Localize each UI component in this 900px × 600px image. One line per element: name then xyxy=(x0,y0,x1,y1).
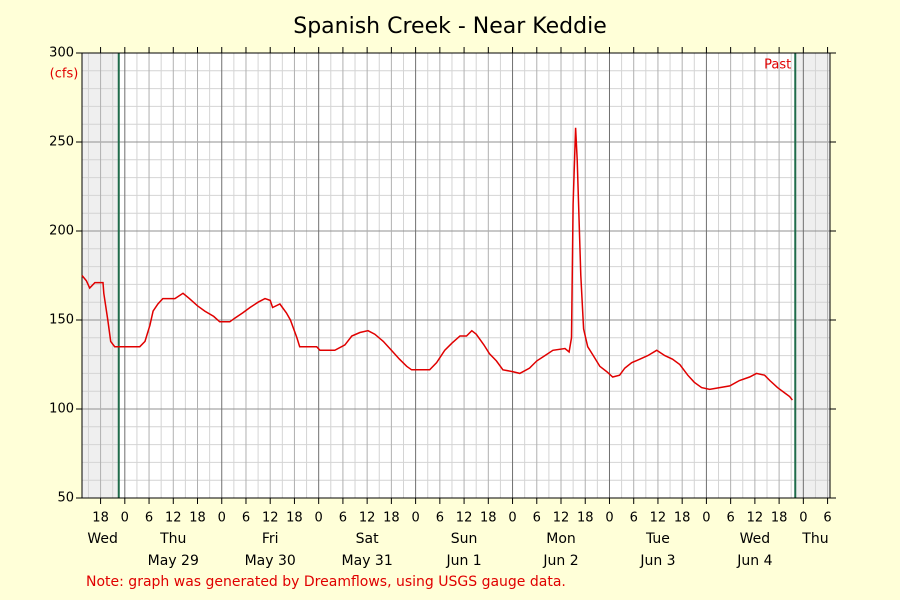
x-tick-label: 6 xyxy=(727,511,735,526)
x-tick-label: 12 xyxy=(165,511,182,526)
x-tick-label: 0 xyxy=(799,511,807,526)
x-tick-label: 12 xyxy=(747,511,764,526)
day-label: Sat xyxy=(356,531,379,547)
note: Note: graph was generated by Dreamflows,… xyxy=(86,574,566,590)
outside-range xyxy=(795,53,830,498)
day-label: Wed xyxy=(87,531,118,547)
x-tick-label: 0 xyxy=(605,511,613,526)
flow-line xyxy=(81,127,793,401)
x-tick-label: 6 xyxy=(533,511,541,526)
y-tick-label: 200 xyxy=(49,224,74,239)
day-label: Thu xyxy=(159,531,186,547)
x-tick-label: 0 xyxy=(315,511,323,526)
x-tick-label: 0 xyxy=(411,511,419,526)
y-tick-label: 150 xyxy=(49,313,74,328)
chart-title: Spanish Creek - Near Keddie xyxy=(293,14,606,39)
day-label: Tue xyxy=(645,531,670,547)
x-tick-label: 12 xyxy=(456,511,473,526)
x-tick-label: 12 xyxy=(262,511,279,526)
date-label: Jun 2 xyxy=(542,553,578,569)
date-label: May 30 xyxy=(245,553,296,569)
date-label: Jun 1 xyxy=(445,553,481,569)
x-tick-label: 18 xyxy=(383,511,400,526)
x-tick-label: 0 xyxy=(508,511,516,526)
x-tick-label: 12 xyxy=(650,511,667,526)
date-label: May 31 xyxy=(342,553,393,569)
day-label: Fri xyxy=(262,531,279,547)
y-unit-label: (cfs) xyxy=(50,67,79,82)
past-label: Past xyxy=(764,58,791,73)
x-tick-label: 18 xyxy=(286,511,303,526)
x-tick-label: 12 xyxy=(553,511,570,526)
x-tick-label: 18 xyxy=(771,511,788,526)
y-tick-label: 100 xyxy=(49,402,74,417)
y-tick-label: 250 xyxy=(49,135,74,150)
x-tick-label: 6 xyxy=(436,511,444,526)
x-tick-label: 12 xyxy=(359,511,376,526)
x-tick-label: 6 xyxy=(145,511,153,526)
x-tick-label: 6 xyxy=(630,511,638,526)
day-label: Sun xyxy=(451,531,478,547)
x-tick-label: 6 xyxy=(823,511,831,526)
date-label: Jun 4 xyxy=(736,553,772,569)
x-tick-label: 6 xyxy=(339,511,347,526)
x-tick-label: 0 xyxy=(218,511,226,526)
x-tick-label: 18 xyxy=(92,511,109,526)
date-label: Jun 3 xyxy=(639,553,675,569)
x-tick-label: 18 xyxy=(674,511,691,526)
y-tick-label: 50 xyxy=(57,491,74,506)
x-tick-label: 0 xyxy=(702,511,710,526)
y-tick-label: 300 xyxy=(49,46,74,61)
day-label: Mon xyxy=(546,531,576,547)
day-label: Wed xyxy=(740,531,771,547)
x-tick-label: 18 xyxy=(577,511,594,526)
day-label: Thu xyxy=(801,531,828,547)
x-tick-label: 18 xyxy=(480,511,497,526)
x-tick-label: 6 xyxy=(242,511,250,526)
x-tick-label: 18 xyxy=(189,511,206,526)
plot-area xyxy=(82,53,830,498)
x-tick-label: 0 xyxy=(121,511,129,526)
date-label: May 29 xyxy=(148,553,199,569)
